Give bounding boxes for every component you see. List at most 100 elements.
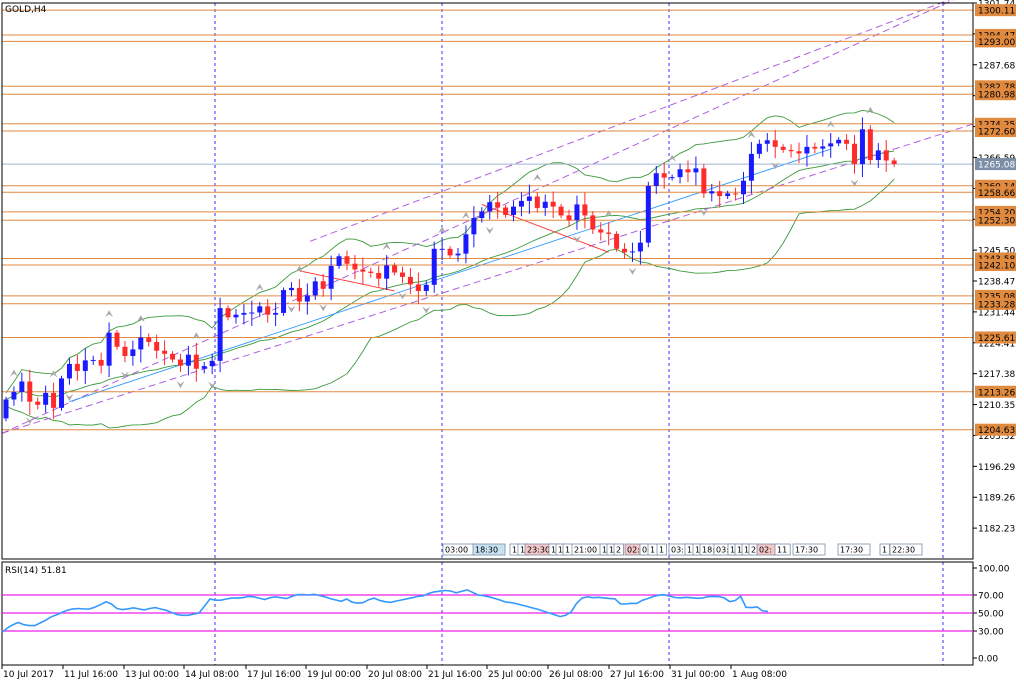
price-tick-label: 1238.47 xyxy=(978,278,1015,288)
upper-band xyxy=(5,109,895,394)
bear-candle xyxy=(51,392,57,408)
level-label: 1204.63 xyxy=(978,426,1015,436)
time-marker-label: 1 xyxy=(558,546,563,555)
time-label: 10 Jul 2017 xyxy=(3,670,54,680)
bull-candle xyxy=(463,234,469,254)
time-label: 21 Jul 16:00 xyxy=(428,670,482,680)
bull-candle xyxy=(455,253,461,256)
bull-candle xyxy=(336,256,342,266)
bear-candle xyxy=(368,271,374,273)
middle-band xyxy=(5,150,895,400)
time-label: 31 Jul 00:00 xyxy=(671,670,725,680)
fractal-up-arrow xyxy=(747,131,756,139)
bear-candle xyxy=(320,281,326,289)
time-label: 26 Jul 08:00 xyxy=(549,670,603,680)
bull-candle xyxy=(257,306,263,313)
level-label: 1252.30 xyxy=(978,217,1015,227)
level-label: 1272.60 xyxy=(978,128,1015,138)
rsi-tick-label: 30.00 xyxy=(978,628,1004,638)
bear-candle xyxy=(780,146,786,150)
fractal-down-arrow xyxy=(319,304,328,312)
rsi-tick-label: 0.00 xyxy=(978,655,998,665)
bear-candle xyxy=(598,229,604,233)
fractal-down-arrow xyxy=(398,292,407,300)
bear-candle xyxy=(558,206,564,216)
time-label: 25 Jul 00:00 xyxy=(488,670,542,680)
bull-candle xyxy=(828,143,834,147)
time-marker-label: 1 xyxy=(512,546,517,555)
bull-candle xyxy=(241,312,247,315)
time-marker-label: 18: xyxy=(702,546,715,555)
bull-candle xyxy=(637,242,643,252)
bull-candle xyxy=(764,140,770,144)
bull-candle xyxy=(574,204,580,221)
trend-line xyxy=(69,148,831,403)
level-label-box xyxy=(975,259,1016,272)
bull-candle xyxy=(471,218,477,235)
bear-candle xyxy=(344,256,350,264)
bear-candle xyxy=(717,191,723,197)
grid xyxy=(214,3,944,665)
bear-candle xyxy=(400,272,405,277)
time-marker-box xyxy=(613,543,625,556)
price-tick-label: 1203.32 xyxy=(978,432,1015,442)
bull-candle xyxy=(748,153,754,181)
bear-candle xyxy=(146,337,152,342)
bull-candle xyxy=(431,248,437,285)
price-tick-label: 1287.68 xyxy=(978,61,1015,71)
fractal-up-arrow xyxy=(826,120,835,128)
time-marker-label: 21:00 xyxy=(574,546,597,555)
bull-candle xyxy=(185,354,191,366)
bear-candle xyxy=(614,233,620,249)
fractal-up-arrow xyxy=(382,243,391,251)
level-label-box xyxy=(975,4,1016,17)
bear-candle xyxy=(852,143,858,164)
bear-candle xyxy=(114,332,120,347)
fractal-up-arrow xyxy=(105,310,114,318)
bollinger-bands xyxy=(5,109,895,429)
bull-candle xyxy=(90,359,96,361)
bear-candle xyxy=(225,308,231,318)
bear-candle xyxy=(883,150,889,161)
fractal-up-arrow xyxy=(255,283,264,291)
time-marker-label: 1 xyxy=(730,546,735,555)
chart-frame xyxy=(1,2,974,666)
bull-candle xyxy=(653,173,659,186)
bull-candle xyxy=(669,177,675,179)
bull-candle xyxy=(693,168,699,173)
fractal-down-arrow xyxy=(65,393,74,401)
channel-mid xyxy=(309,0,951,242)
bear-candle xyxy=(891,160,897,164)
trend-channel xyxy=(1,0,974,434)
fractal-down-arrow xyxy=(120,371,129,379)
bull-candle xyxy=(281,290,287,313)
bull-candle xyxy=(138,337,144,350)
bear-candle xyxy=(661,173,667,178)
time-marker-label: 1 xyxy=(551,546,556,555)
bull-candle xyxy=(804,146,810,154)
level-label: 1258.66 xyxy=(978,189,1015,199)
bear-candle xyxy=(844,139,850,144)
main-frame xyxy=(1,2,974,560)
rsi-panel: 100.00 70.00 50.00 30.00 0.00 xyxy=(1,565,1010,665)
current-price-box xyxy=(975,158,1016,171)
level-label-box xyxy=(975,35,1016,48)
candlesticks xyxy=(3,117,897,422)
level-label: 1242.10 xyxy=(978,262,1015,272)
fractal-up-arrow xyxy=(533,174,542,182)
horizontal-levels: 1300.111294.471293.001282.781280.981274.… xyxy=(2,4,1016,436)
channel-upper xyxy=(1,0,955,434)
level-label-box xyxy=(975,423,1016,436)
level-label-box xyxy=(975,88,1016,101)
price-tick-label: 1196.29 xyxy=(978,463,1015,473)
bear-candle xyxy=(534,196,540,208)
time-markers: 03:00 18:30 1 1 23:30 1 1 1 21:00 1 1 2 02: 0 1 1 03: 1 1 1… xyxy=(442,543,923,556)
bull-candle xyxy=(423,284,429,291)
bear-candle xyxy=(193,354,199,369)
bull-candle xyxy=(709,191,715,194)
bear-candle xyxy=(122,346,128,357)
bull-candle xyxy=(384,265,390,279)
level-label: 1282.78 xyxy=(978,83,1015,93)
bear-candle xyxy=(74,363,80,371)
